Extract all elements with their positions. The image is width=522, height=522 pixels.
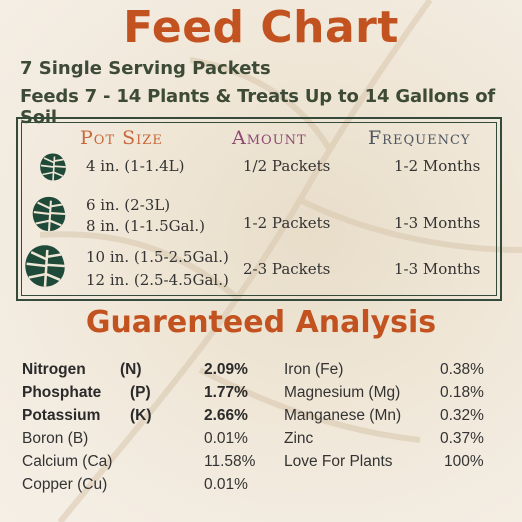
analysis-title: Guarenteed Analysis xyxy=(85,305,437,340)
pot-size-row2-line1: 6 in. (2-3L) xyxy=(86,196,171,214)
analysis-phosphate-name: Phosphate xyxy=(22,384,102,401)
amount-row3: 2-3 Packets xyxy=(243,260,331,278)
analysis-manganese-name: Manganese (Mn) xyxy=(284,407,402,424)
analysis-phosphate-value: 1.77% xyxy=(204,384,248,401)
analysis-nitrogen-value: 2.09% xyxy=(204,361,248,378)
analysis-nitrogen-name: Nitrogen xyxy=(22,361,86,378)
monstera-leaf-icon xyxy=(40,153,66,181)
analysis-iron-name: Iron (Fe) xyxy=(284,361,344,378)
pot-size-row3-line2: 12 in. (2.5-4.5Gal.) xyxy=(86,271,229,289)
analysis-potassium-name: Potassium xyxy=(22,407,101,424)
analysis-magnesium-value: 0.18% xyxy=(440,384,484,401)
header-frequency: Frequency xyxy=(368,127,471,149)
analysis-boron-name: Boron (B) xyxy=(22,430,89,447)
analysis-nitrogen-symbol: (N) xyxy=(120,361,142,378)
amount-row1: 1/2 Packets xyxy=(243,157,331,175)
analysis-manganese-value: 0.32% xyxy=(440,407,484,424)
analysis-zinc-name: Zinc xyxy=(284,430,314,447)
header-amount: Amount xyxy=(232,127,307,149)
analysis-calcium-name: Calcium (Ca) xyxy=(22,453,113,470)
feed-table: Pot Size Amount Frequency 4 in. (1-1.4L)… xyxy=(16,117,502,301)
amount-row2: 1-2 Packets xyxy=(243,214,331,232)
analysis-magnesium-name: Magnesium (Mg) xyxy=(284,384,401,401)
analysis-copper-name: Copper (Cu) xyxy=(22,476,108,493)
analysis-iron-value: 0.38% xyxy=(440,361,484,378)
pot-size-row2-line2: 8 in. (1-1.5Gal.) xyxy=(86,217,205,235)
analysis-zinc-value: 0.37% xyxy=(440,430,484,447)
subtitle-packets: 7 Single Serving Packets xyxy=(20,58,271,79)
analysis-love-name: Love For Plants xyxy=(284,453,393,470)
pot-size-row1-line1: 4 in. (1-1.4L) xyxy=(86,157,185,175)
analysis-copper-value: 0.01% xyxy=(204,476,248,493)
pot-size-row3-line1: 10 in. (1.5-2.5Gal.) xyxy=(86,248,229,266)
analysis-boron-value: 0.01% xyxy=(204,430,248,447)
analysis-potassium-symbol: (K) xyxy=(130,407,152,424)
monstera-leaf-icon xyxy=(25,245,65,287)
frequency-row2: 1-3 Months xyxy=(394,214,481,232)
analysis-love-value: 100% xyxy=(444,453,484,470)
page-title: Feed Chart xyxy=(123,2,399,53)
analysis-calcium-value: 11.58% xyxy=(204,453,256,470)
monstera-leaf-icon xyxy=(32,196,66,232)
header-pot-size: Pot Size xyxy=(80,127,163,149)
analysis-potassium-value: 2.66% xyxy=(204,407,248,424)
frequency-row1: 1-2 Months xyxy=(394,157,481,175)
frequency-row3: 1-3 Months xyxy=(394,260,481,278)
analysis-phosphate-symbol: (P) xyxy=(130,384,151,401)
